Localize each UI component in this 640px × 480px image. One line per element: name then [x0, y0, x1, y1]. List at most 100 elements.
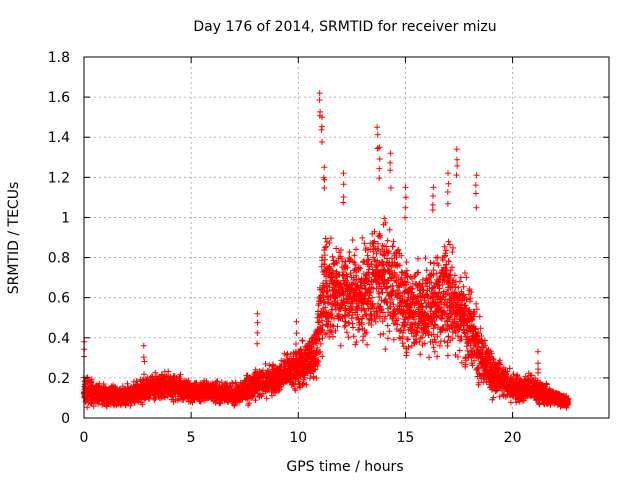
data-point — [395, 246, 402, 253]
data-point — [377, 331, 384, 338]
data-point — [369, 294, 376, 301]
data-point — [399, 311, 406, 318]
data-point-peak — [387, 150, 394, 157]
data-point — [416, 338, 423, 345]
data-point-peak — [293, 341, 299, 347]
data-point — [468, 289, 475, 296]
data-point — [470, 313, 477, 320]
data-point — [313, 375, 320, 382]
data-point — [462, 270, 468, 276]
data-point — [350, 324, 356, 331]
data-point — [374, 263, 380, 270]
data-point — [372, 318, 379, 325]
data-point — [414, 328, 420, 335]
data-point — [394, 321, 401, 328]
data-point — [399, 340, 406, 347]
data-point — [390, 301, 397, 308]
data-point — [468, 317, 475, 324]
data-point-peak — [141, 358, 148, 365]
data-point — [462, 302, 469, 309]
data-point — [418, 300, 425, 307]
data-point — [440, 274, 447, 281]
data-point — [321, 261, 328, 268]
data-point — [373, 250, 380, 257]
data-point — [490, 356, 497, 363]
data-point — [428, 304, 435, 311]
data-point — [565, 395, 572, 402]
data-point — [320, 299, 327, 306]
data-point — [463, 274, 470, 281]
data-point — [344, 279, 351, 286]
data-point-peak — [473, 172, 480, 179]
data-point — [365, 256, 372, 263]
data-point-peak — [293, 330, 300, 337]
data-point-peak — [316, 90, 323, 97]
data-point — [408, 285, 415, 292]
data-point — [395, 315, 402, 322]
data-point — [425, 332, 432, 339]
data-point — [263, 395, 270, 402]
data-point-peak — [319, 139, 325, 145]
data-point — [338, 247, 344, 253]
data-point — [452, 284, 459, 290]
data-point-peak — [140, 342, 147, 349]
data-point — [390, 336, 397, 343]
data-point — [350, 258, 357, 265]
data-point — [127, 402, 134, 409]
x-tick-label: 5 — [187, 430, 196, 446]
data-point — [278, 383, 285, 390]
data-point — [445, 258, 452, 265]
data-point — [430, 344, 437, 351]
y-tick-label: 0.4 — [48, 331, 70, 347]
data-point — [283, 352, 290, 358]
data-point-peak — [254, 329, 261, 336]
data-point — [370, 285, 377, 292]
axis-ticks: 00.20.40.60.811.21.41.61.80 5 10 15 20 — [48, 50, 609, 446]
data-point-peak — [445, 180, 452, 187]
data-point — [346, 249, 353, 256]
data-point — [434, 353, 441, 360]
data-point — [165, 368, 172, 375]
y-tick-label: 1.8 — [48, 50, 70, 66]
data-point — [382, 313, 389, 320]
data-point — [488, 350, 495, 357]
data-point-peak — [318, 126, 325, 133]
data-point-peak — [453, 172, 460, 179]
data-point — [330, 333, 336, 340]
data-point — [353, 246, 359, 253]
data-point — [343, 307, 349, 314]
data-point — [377, 313, 383, 320]
data-point — [477, 373, 483, 380]
data-point-peak — [254, 310, 261, 317]
data-point — [434, 333, 441, 340]
data-point-peak — [453, 146, 460, 153]
data-point-peak — [535, 360, 541, 367]
plot-area-border — [83, 56, 610, 419]
data-point — [328, 235, 334, 242]
data-point — [454, 353, 461, 360]
data-point — [312, 366, 319, 373]
data-point-peak — [292, 348, 299, 355]
data-point — [317, 340, 324, 347]
data-point-peak — [402, 204, 409, 211]
data-point — [404, 267, 410, 274]
data-point — [408, 342, 415, 349]
data-point — [455, 327, 462, 333]
data-point-peak — [254, 319, 261, 326]
data-point — [386, 270, 393, 277]
data-point — [446, 241, 453, 248]
data-point — [139, 401, 146, 408]
data-point-peak — [321, 176, 328, 183]
data-point-peak — [254, 340, 261, 347]
data-point — [315, 358, 322, 365]
data-point — [490, 394, 497, 401]
data-point — [404, 297, 411, 304]
data-point — [440, 257, 446, 264]
data-point-peak — [293, 318, 300, 325]
data-point — [399, 329, 406, 336]
data-point — [321, 247, 328, 254]
data-point — [404, 279, 411, 286]
data-point — [382, 219, 389, 226]
data-point — [314, 362, 321, 369]
data-point — [451, 272, 458, 279]
